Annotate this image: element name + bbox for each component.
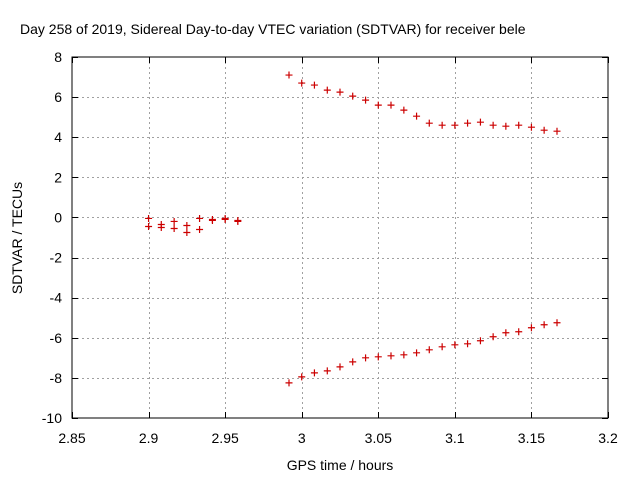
y-tick-label: -6 <box>50 330 63 346</box>
y-tick-label: -10 <box>42 410 62 426</box>
data-point-marker <box>298 79 306 87</box>
data-point-marker <box>438 121 446 129</box>
data-point-marker <box>515 328 523 336</box>
data-markers <box>145 71 561 387</box>
data-point-marker <box>451 121 459 129</box>
data-point-marker <box>502 122 510 130</box>
x-tick-label: 3.05 <box>365 430 392 446</box>
x-tick-label: 3.1 <box>445 430 465 446</box>
y-tick-label: 4 <box>54 129 62 145</box>
data-point-marker <box>170 224 178 232</box>
data-point-marker <box>183 228 191 236</box>
data-point-marker <box>476 118 484 126</box>
data-point-marker <box>183 221 191 229</box>
data-point-marker <box>553 319 561 327</box>
data-point-marker <box>145 214 153 222</box>
data-point-marker <box>310 81 318 89</box>
data-point-marker <box>451 341 459 349</box>
data-point-marker <box>425 119 433 127</box>
data-point-marker <box>425 346 433 354</box>
data-point-marker <box>374 101 382 109</box>
data-point-marker <box>387 101 395 109</box>
chart-title: Day 258 of 2019, Sidereal Day-to-day VTE… <box>20 21 526 37</box>
data-point-marker <box>362 96 370 104</box>
data-point-marker <box>285 71 293 79</box>
data-point-marker <box>476 337 484 345</box>
y-tick-label: 0 <box>54 209 62 225</box>
data-point-marker <box>285 379 293 387</box>
data-point-marker <box>374 353 382 361</box>
grid-lines <box>72 57 608 418</box>
data-point-marker <box>349 358 357 366</box>
data-point-marker <box>515 121 523 129</box>
axis-ticks: 2.85 2.9 2.95 3 3.05 3.1 3.15 3.2 -10 -8 -6 -4 -2 0 2 4… <box>42 49 618 446</box>
data-point-marker <box>323 86 331 94</box>
data-point-marker <box>464 340 472 348</box>
x-tick-label: 2.9 <box>139 430 159 446</box>
data-point-marker <box>196 225 204 233</box>
data-point-marker <box>196 214 204 222</box>
data-point-marker <box>336 88 344 96</box>
data-point-marker <box>540 126 548 134</box>
data-point-marker <box>400 351 408 359</box>
x-tick-label: 2.85 <box>58 430 85 446</box>
data-point-marker <box>438 343 446 351</box>
data-point-marker <box>540 321 548 329</box>
y-tick-label: 8 <box>54 49 62 65</box>
y-tick-label: -4 <box>50 290 63 306</box>
y-tick-label: -2 <box>50 250 63 266</box>
data-point-marker <box>298 373 306 381</box>
plot-frame <box>71 56 609 419</box>
data-point-marker <box>349 92 357 100</box>
data-point-marker <box>336 363 344 371</box>
data-point-marker <box>208 216 216 224</box>
x-tick-label: 3.15 <box>518 430 545 446</box>
data-point-marker <box>234 217 242 225</box>
data-point-marker <box>553 127 561 135</box>
data-point-marker <box>413 349 421 357</box>
data-point-marker <box>489 121 497 129</box>
data-point-marker <box>502 329 510 337</box>
x-tick-label: 3.2 <box>598 430 618 446</box>
x-axis-label: GPS time / hours <box>287 457 394 473</box>
data-point-marker <box>145 222 153 230</box>
y-tick-label: 2 <box>54 169 62 185</box>
y-tick-label: -8 <box>50 370 63 386</box>
data-point-marker <box>464 119 472 127</box>
x-tick-label: 3 <box>298 430 306 446</box>
data-point-marker <box>221 215 229 223</box>
data-point-marker <box>413 112 421 120</box>
data-point-marker <box>323 367 331 375</box>
data-point-marker <box>387 352 395 360</box>
x-tick-label: 2.95 <box>212 430 239 446</box>
data-point-marker <box>527 324 535 332</box>
data-point-marker <box>310 369 318 377</box>
data-point-marker <box>527 123 535 131</box>
data-point-marker <box>489 333 497 341</box>
data-point-marker <box>157 223 165 231</box>
data-point-marker <box>170 217 178 225</box>
data-point-marker <box>400 106 408 114</box>
y-tick-label: 6 <box>54 89 62 105</box>
data-point-marker <box>362 354 370 362</box>
y-axis-label: SDTVAR / TECUs <box>9 182 25 294</box>
